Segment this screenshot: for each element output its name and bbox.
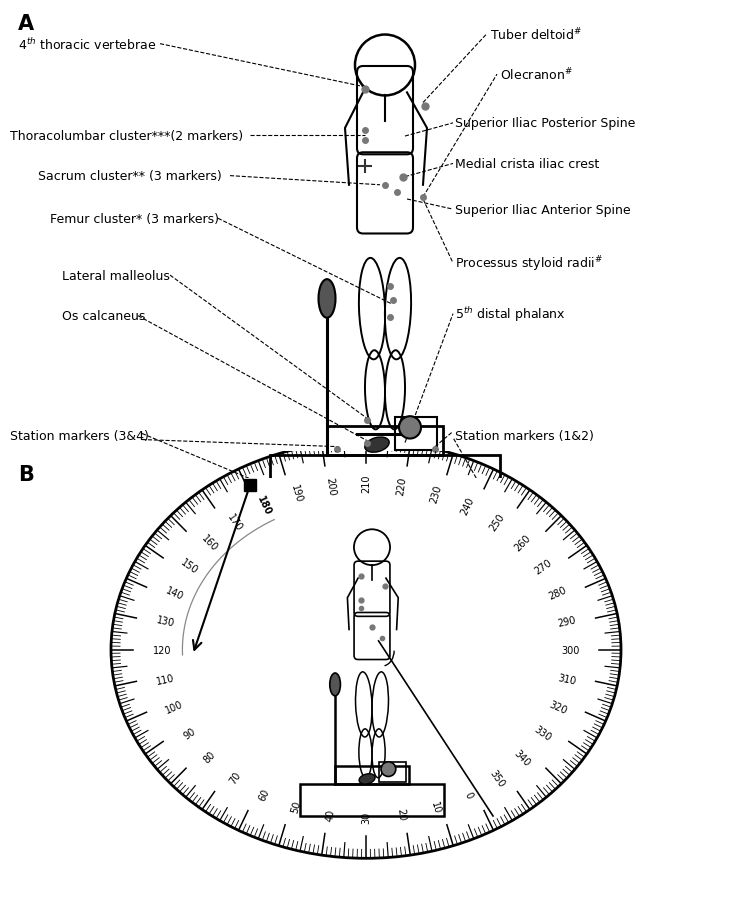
- Text: 250: 250: [487, 512, 507, 533]
- Text: Femur cluster* (3 markers): Femur cluster* (3 markers): [50, 212, 219, 226]
- Text: 70: 70: [227, 769, 243, 786]
- Text: 220: 220: [395, 476, 408, 496]
- Text: 340: 340: [512, 747, 532, 768]
- Text: Os calcaneus: Os calcaneus: [62, 310, 145, 323]
- Text: 140: 140: [164, 584, 185, 601]
- Text: 0: 0: [463, 789, 474, 799]
- Text: 50: 50: [290, 799, 303, 814]
- Text: 350: 350: [487, 768, 507, 788]
- Text: 5$^{th}$ distal phalanx: 5$^{th}$ distal phalanx: [455, 305, 566, 324]
- Ellipse shape: [359, 774, 375, 784]
- Text: 170: 170: [226, 512, 244, 533]
- Ellipse shape: [330, 674, 340, 696]
- Text: Processus styloid radii$^{\#}$: Processus styloid radii$^{\#}$: [455, 254, 603, 274]
- Text: 150: 150: [179, 557, 200, 576]
- Text: Medial crista iliac crest: Medial crista iliac crest: [455, 158, 600, 171]
- Text: Station markers (1&2): Station markers (1&2): [455, 430, 594, 442]
- Bar: [270, 455, 500, 508]
- Circle shape: [381, 762, 396, 777]
- Text: 100: 100: [164, 699, 185, 715]
- Text: 4$^{th}$ thoracic vertebrae: 4$^{th}$ thoracic vertebrae: [18, 37, 157, 52]
- Bar: [335, 766, 409, 784]
- Text: 60: 60: [257, 787, 271, 802]
- Bar: [378, 762, 406, 782]
- Text: 80: 80: [202, 749, 218, 765]
- Text: 40: 40: [325, 807, 336, 821]
- Text: 280: 280: [548, 584, 568, 601]
- Text: 210: 210: [361, 474, 371, 492]
- Ellipse shape: [365, 438, 389, 452]
- Text: 320: 320: [548, 699, 568, 715]
- Bar: [395, 418, 437, 451]
- Text: 300: 300: [561, 645, 579, 655]
- Text: B: B: [18, 464, 34, 484]
- Bar: [327, 427, 443, 455]
- Text: 160: 160: [199, 533, 220, 553]
- Text: 20: 20: [396, 807, 408, 821]
- Text: 10: 10: [430, 799, 442, 814]
- Text: 190: 190: [289, 483, 303, 504]
- Text: 310: 310: [557, 672, 577, 685]
- Text: Superior Iliac Posterior Spine: Superior Iliac Posterior Spine: [455, 117, 636, 130]
- Bar: [300, 784, 444, 816]
- Text: A: A: [18, 14, 34, 34]
- Text: 330: 330: [532, 724, 553, 742]
- Text: Superior Iliac Anterior Spine: Superior Iliac Anterior Spine: [455, 203, 630, 217]
- Text: Sacrum cluster** (3 markers): Sacrum cluster** (3 markers): [38, 170, 222, 183]
- Text: 120: 120: [152, 645, 172, 655]
- Text: 180: 180: [255, 494, 273, 517]
- Text: 90: 90: [182, 726, 197, 741]
- Circle shape: [399, 417, 421, 439]
- Text: Olecranon$^{\#}$: Olecranon$^{\#}$: [500, 67, 573, 83]
- Text: Thoracolumbar cluster***(2 markers): Thoracolumbar cluster***(2 markers): [10, 129, 243, 143]
- Text: 230: 230: [428, 483, 443, 504]
- Text: Lateral malleolus: Lateral malleolus: [62, 269, 170, 283]
- Text: 290: 290: [557, 614, 577, 628]
- Text: Station markers (3&4): Station markers (3&4): [10, 430, 149, 442]
- Ellipse shape: [319, 280, 336, 319]
- Text: 30: 30: [361, 811, 371, 823]
- Text: 240: 240: [460, 495, 476, 517]
- Text: Tuber deltoid$^{\#}$: Tuber deltoid$^{\#}$: [490, 26, 582, 42]
- Text: 130: 130: [155, 614, 175, 628]
- Text: 200: 200: [324, 476, 337, 496]
- Text: 260: 260: [512, 533, 532, 553]
- Text: 270: 270: [532, 557, 553, 576]
- Text: 110: 110: [155, 672, 175, 685]
